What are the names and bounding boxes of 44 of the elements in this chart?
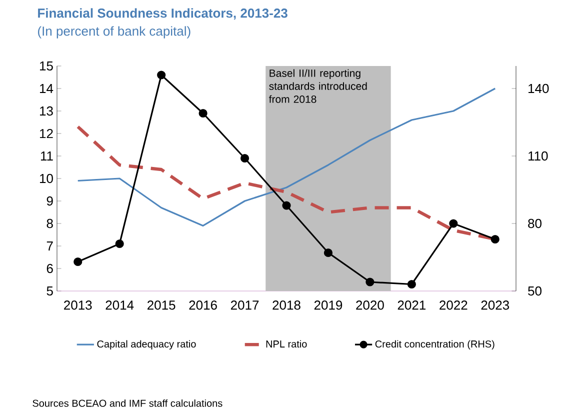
point [449,219,458,228]
y-tick-label: 8 [46,218,53,228]
x-tick-label: 2013 [64,300,92,310]
x-tick-label: 2016 [189,300,217,310]
x-tick-label: 2014 [106,300,134,310]
y2-tick-label: 140 [528,84,549,94]
x-tick-label: 2017 [230,300,259,310]
point [74,257,82,266]
y2-tick-label: 110 [528,151,548,161]
y-tick-label: 15 [40,61,53,71]
point [240,154,250,163]
legend-label: Credit concentration (RHS) [375,340,494,350]
y-tick-label: 14 [40,84,54,93]
x-tick-label: 2021 [398,300,426,310]
chart-subtitle: (In percent of bank capital) [38,26,190,38]
x-tick-label: 2020 [356,300,384,310]
point [324,248,333,258]
y-tick-label: 11 [40,152,53,160]
point [366,278,374,286]
x-tick-label: 2023 [481,300,510,310]
point [157,70,166,80]
x-tick-label: 2022 [440,300,468,310]
legend-label: Capital adequacy ratio [97,340,196,350]
y-tick-label: 5 [46,286,53,296]
point [282,201,291,210]
y2-tick-label: 80 [528,218,542,228]
point [115,239,124,248]
legend-label: NPL ratio [266,340,307,348]
y-tick-label: 7 [46,242,53,250]
y-tick-label: 13 [40,106,53,116]
y2-tick-label: 50 [528,286,542,296]
point [490,234,500,244]
y-tick-label: 12 [40,128,53,138]
band-label: Basel II/III reporting standards introduced from 2018 [268,69,367,103]
x-tick-label: 2015 [148,300,176,310]
y-tick-label: 6 [46,264,53,274]
x-tick-label: 2018 [272,300,300,310]
point [407,280,416,289]
chart-title: Financial Soundness Indicators, 2013-23 [38,8,288,20]
x-tick-label: 2019 [314,300,342,310]
point [198,108,208,118]
y-tick-label: 9 [46,196,53,206]
source-note: Sources BCEAO and IMF staff calculations [32,399,222,407]
y-tick-label: 10 [40,174,53,184]
